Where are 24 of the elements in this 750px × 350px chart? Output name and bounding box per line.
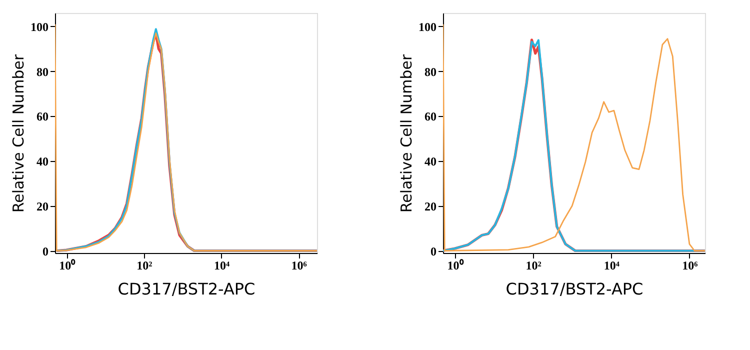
y-tick-label: 60 [36, 110, 48, 124]
x-tick-label: 10⁰ [59, 258, 76, 272]
x-tick-label: 10⁴ [214, 258, 230, 272]
y-tick-label: 80 [36, 64, 48, 79]
x-tick-label: 10⁶ [291, 258, 308, 272]
x-axis-title: CD317/BST2-APC [506, 280, 644, 298]
y-tick-label: 60 [424, 110, 436, 124]
y-tick-label: 0 [42, 244, 48, 258]
y-tick-label: 20 [424, 199, 436, 214]
y-tick-label: 80 [424, 64, 436, 79]
y-tick-label: 40 [424, 154, 436, 169]
x-tick-label: 10⁰ [447, 258, 464, 272]
y-tick-label: 100 [30, 20, 48, 34]
x-tick-label: 10⁴ [604, 258, 620, 272]
y-tick-label: 100 [418, 20, 436, 34]
y-axis-title: Relative Cell Number [10, 54, 28, 213]
y-tick-label: 20 [36, 199, 48, 214]
x-axis-title: CD317/BST2-APC [118, 280, 256, 298]
x-tick-label: 10² [136, 258, 153, 272]
y-tick-label: 40 [36, 154, 48, 169]
y-axis-title: Relative Cell Number [398, 54, 416, 213]
x-tick-label: 10⁶ [682, 258, 698, 272]
x-tick-label: 10² [526, 258, 542, 272]
y-tick-label: 0 [430, 244, 436, 258]
